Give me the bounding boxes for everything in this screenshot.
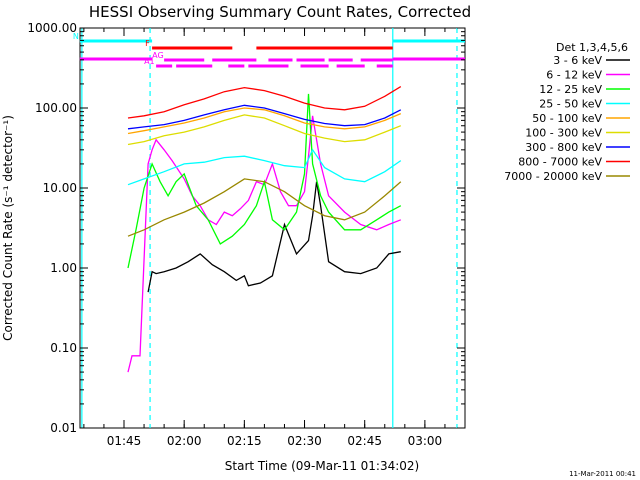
series-100-300-kev	[127, 114, 402, 146]
y-axis: 0.01 0.10 1.00 10.00 100.00 1000.00	[27, 21, 465, 435]
legend-label: 50 - 100 keV	[532, 112, 602, 125]
x-tick-label: 03:00	[408, 434, 443, 448]
series-12-25-kev	[127, 93, 402, 269]
x-tick-label: 01:45	[107, 434, 142, 448]
y-tick-label: 1.00	[50, 261, 77, 275]
series-3-6-kev	[147, 181, 401, 293]
legend-label: 300 - 800 keV	[525, 141, 602, 154]
legend-label: 800 - 7000 keV	[518, 156, 602, 169]
series-7000-20000-kev	[127, 178, 402, 237]
y-tick-label: 10.00	[43, 181, 77, 195]
series-50-100-kev	[127, 107, 402, 135]
x-tick-label: 02:15	[227, 434, 262, 448]
chart-title: HESSI Observing Summary Count Rates, Cor…	[89, 3, 471, 21]
legend-label: 7000 - 20000 keV	[504, 170, 602, 183]
time-markers	[81, 28, 458, 428]
series-layer	[127, 86, 402, 373]
footer-timestamp: 11-Mar-2011 00:41	[569, 470, 636, 478]
x-axis-label: Start Time (09-Mar-11 01:34:02)	[225, 459, 419, 473]
legend-label: 12 - 25 keV	[539, 83, 602, 96]
y-tick-label: 0.01	[50, 421, 77, 435]
y-tick-label: 100.00	[35, 101, 77, 115]
series-800-7000-kev	[127, 86, 402, 119]
series-300-800-kev	[127, 104, 402, 130]
legend-title: Det 1,3,4,5,6	[556, 41, 628, 54]
x-tick-label: 02:45	[347, 434, 382, 448]
series-25-50-kev	[127, 148, 402, 186]
legend-label: 6 - 12 keV	[546, 69, 602, 82]
legend-label: 25 - 50 keV	[539, 98, 602, 111]
flag-label: AG	[152, 51, 164, 60]
series-6-12-kev	[127, 115, 402, 373]
x-tick-label: 02:30	[287, 434, 322, 448]
y-tick-label: 0.10	[50, 341, 77, 355]
x-tick-label: 02:00	[167, 434, 202, 448]
x-axis: 01:45 02:00 02:15 02:30 02:45 03:00	[83, 28, 446, 448]
legend-label: 100 - 300 keV	[525, 127, 602, 140]
flag-label: F	[145, 39, 150, 48]
legend-label: 3 - 6 keV	[553, 54, 602, 67]
plot-frame	[79, 27, 466, 429]
y-tick-label: 1000.00	[27, 21, 77, 35]
flag-label: A1	[144, 57, 155, 66]
flag-label: N	[73, 32, 79, 41]
y-axis-label: Corrected Count Rate (s⁻¹ detector⁻¹)	[1, 115, 15, 341]
